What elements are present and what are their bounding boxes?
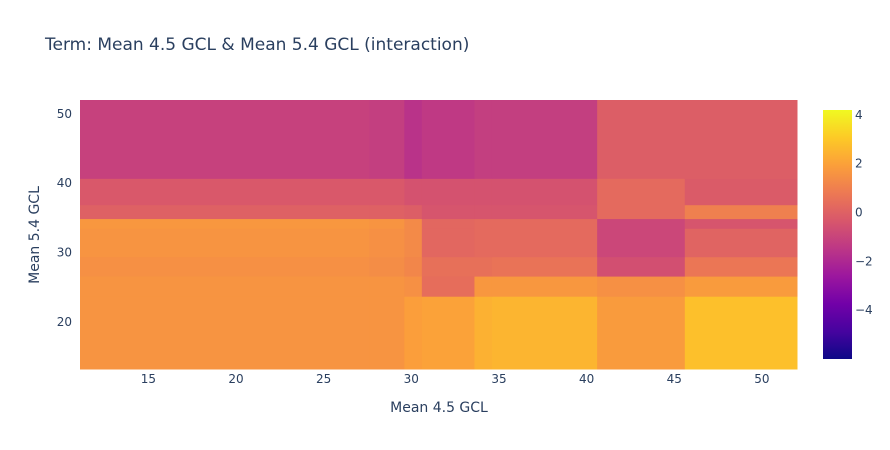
heatmap-cell xyxy=(491,100,598,179)
heatmap-cell xyxy=(684,204,798,220)
heatmap-cell xyxy=(404,228,423,258)
heatmap-cell xyxy=(597,218,686,229)
heatmap-cell xyxy=(474,296,493,370)
heatmap-cell xyxy=(491,178,598,206)
x-tick-label: 20 xyxy=(228,372,243,386)
heatmap-cell xyxy=(421,296,475,370)
heatmap-cell xyxy=(491,228,598,258)
heatmap-cell xyxy=(369,296,405,370)
x-tick-label: 45 xyxy=(667,372,682,386)
heatmap-cell xyxy=(474,100,493,179)
heatmap-cell xyxy=(684,218,798,229)
heatmap-cell xyxy=(421,204,475,220)
heatmap-cell xyxy=(474,228,493,258)
heatmap-cell xyxy=(369,178,405,206)
heatmap-cell xyxy=(80,276,370,297)
heatmap-cell xyxy=(491,218,598,229)
heatmap-cell xyxy=(597,100,686,179)
heatmap-cell xyxy=(684,178,798,206)
y-tick-label: 50 xyxy=(57,107,72,121)
heatmap-cell xyxy=(597,178,686,206)
heatmap-cell xyxy=(421,228,475,258)
heatmap-cell xyxy=(421,178,475,206)
x-tick-label: 35 xyxy=(491,372,506,386)
colorbar-tick-label: 2 xyxy=(855,157,863,171)
y-tick-label: 40 xyxy=(57,176,72,190)
colorbar-tick-label: 0 xyxy=(855,206,863,220)
heatmap-cell xyxy=(597,228,686,258)
colorbar-tick-label: 4 xyxy=(855,108,863,122)
y-axis-label: Mean 5.4 GCL xyxy=(27,186,43,284)
y-tick-label: 20 xyxy=(57,315,72,329)
colorbar-tick-label: −2 xyxy=(855,254,873,268)
heatmap-cell xyxy=(369,218,405,229)
heatmap-cell xyxy=(404,256,423,277)
heatmap-cell xyxy=(80,178,370,206)
colorbar-tick-label: −4 xyxy=(855,303,873,317)
colorbar-ticks: 4 2 0 −2 −4 xyxy=(855,108,873,317)
heatmap-cell xyxy=(491,204,598,220)
heatmap-cell xyxy=(474,178,493,206)
heatmap-cell xyxy=(474,276,493,297)
heatmap-cell xyxy=(80,256,370,277)
x-tick-label: 30 xyxy=(404,372,419,386)
heatmap-cell xyxy=(421,256,475,277)
x-tick-label: 25 xyxy=(316,372,331,386)
heatmap-cell xyxy=(421,100,475,179)
heatmap-cell xyxy=(597,204,686,220)
heatmap-cell xyxy=(404,296,423,370)
heatmap-cell xyxy=(684,100,798,179)
x-axis-ticks: 15 20 25 30 35 40 45 50 xyxy=(141,372,770,386)
heatmap-cell xyxy=(80,100,370,179)
heatmap-cell xyxy=(474,218,493,229)
heatmap-cell xyxy=(404,100,423,179)
colorbar xyxy=(823,110,852,359)
heatmap-cell xyxy=(597,296,686,370)
heatmap-cell xyxy=(474,256,493,277)
heatmap-cell xyxy=(369,276,405,297)
heatmap-cell xyxy=(369,204,405,220)
y-axis-ticks: 20 30 40 50 xyxy=(57,107,72,329)
heatmap-cell xyxy=(369,228,405,258)
y-tick-label: 30 xyxy=(57,246,72,260)
x-axis-label: Mean 4.5 GCL xyxy=(390,400,488,416)
heatmap-cell xyxy=(421,276,475,297)
heatmap-cell xyxy=(80,204,370,220)
heatmap-cell xyxy=(404,276,423,297)
heatmap-cell xyxy=(684,296,798,370)
heatmap-cell xyxy=(369,256,405,277)
heatmap-cell xyxy=(80,218,370,229)
chart-title: Term: Mean 4.5 GCL & Mean 5.4 GCL (inter… xyxy=(44,35,469,55)
heatmap-cell xyxy=(684,228,798,258)
heatmap-cell xyxy=(474,204,493,220)
heatmap-cell xyxy=(369,100,405,179)
heatmap-cell xyxy=(404,204,423,220)
x-tick-label: 40 xyxy=(579,372,594,386)
heatmap-cell xyxy=(684,276,798,297)
heatmap-cell xyxy=(491,276,598,297)
heatmap-cells xyxy=(80,100,798,370)
heatmap-cell xyxy=(404,218,423,229)
x-tick-label: 50 xyxy=(754,372,769,386)
heatmap-cell xyxy=(491,256,598,277)
x-tick-label: 15 xyxy=(141,372,156,386)
heatmap-cell xyxy=(597,276,686,297)
heatmap-cell xyxy=(404,178,423,206)
heatmap-cell xyxy=(80,228,370,258)
heatmap-cell xyxy=(80,296,370,370)
heatmap-cell xyxy=(421,218,475,229)
heatmap-cell xyxy=(597,256,686,277)
heatmap-cell xyxy=(491,296,598,370)
heatmap-cell xyxy=(684,256,798,277)
